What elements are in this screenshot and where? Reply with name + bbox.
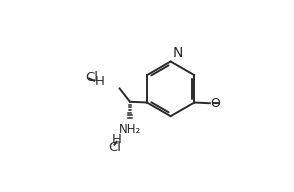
Text: N: N xyxy=(172,46,183,60)
Text: Cl: Cl xyxy=(85,70,98,84)
Text: NH₂: NH₂ xyxy=(119,123,141,136)
Text: Cl: Cl xyxy=(108,142,121,155)
Text: H: H xyxy=(112,133,122,146)
Text: H: H xyxy=(95,75,105,88)
Text: O: O xyxy=(211,97,220,110)
